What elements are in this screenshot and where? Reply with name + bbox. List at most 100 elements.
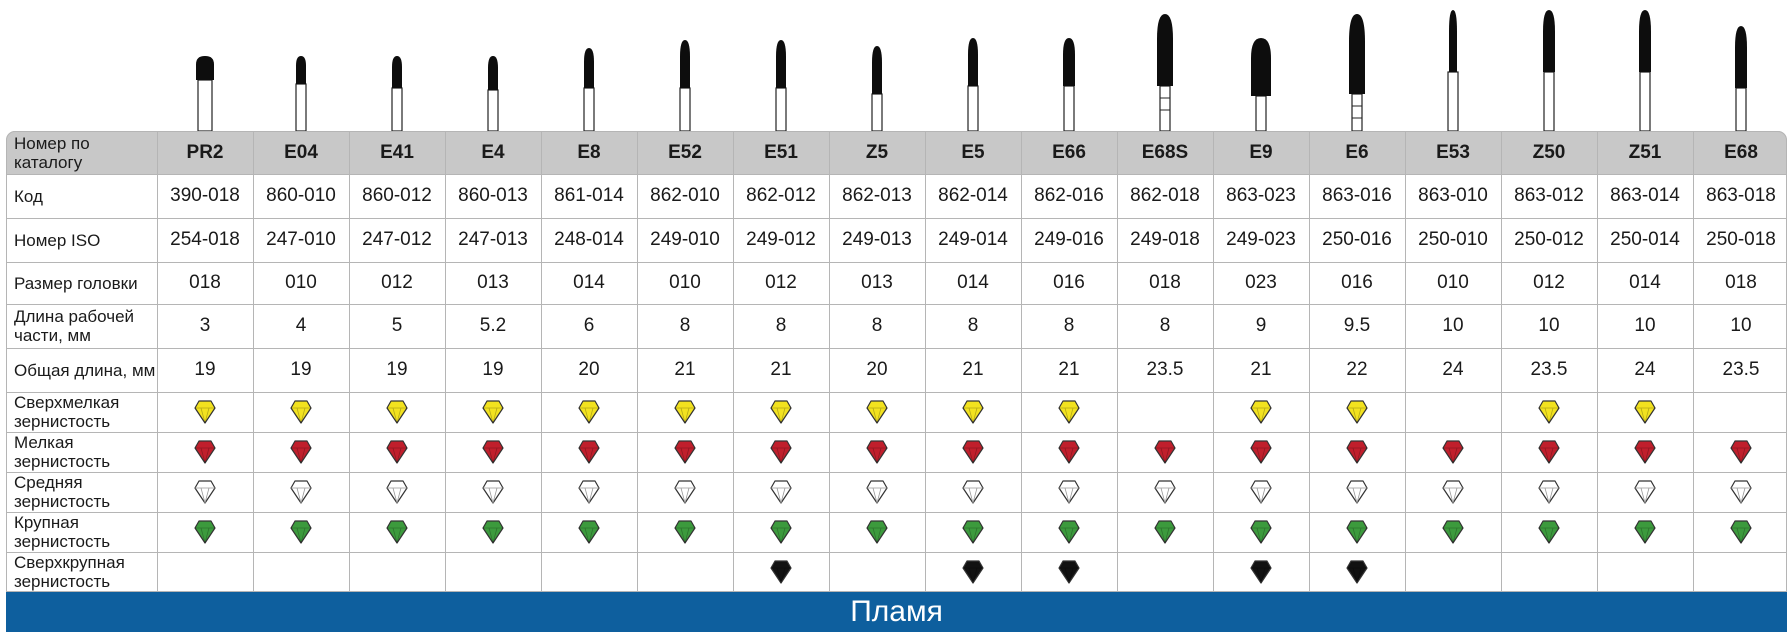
grit-diamond-icon — [287, 512, 315, 552]
bur-icon — [1639, 10, 1651, 132]
grit-diamond-icon — [1439, 432, 1467, 472]
table-cell: 010 — [669, 272, 701, 293]
grit-diamond-icon — [1535, 512, 1563, 552]
table-cell: 21 — [674, 359, 696, 380]
grit-label: Сверхкрупная зернистость — [14, 553, 125, 591]
grit-diamond-icon — [479, 472, 507, 512]
grit-diamond-icon — [863, 512, 891, 552]
grit-diamond-icon — [1727, 472, 1755, 512]
grit-diamond-icon — [1727, 432, 1755, 472]
grit-diamond-icon — [1055, 472, 1083, 512]
grit-diamond-icon — [1535, 432, 1563, 472]
table-cell: 21 — [770, 359, 792, 380]
grid-line — [157, 131, 158, 592]
bur-icon — [583, 48, 595, 132]
grid-line — [1693, 131, 1694, 592]
grit-diamond-icon — [191, 472, 219, 512]
grit-diamond-icon — [1631, 432, 1659, 472]
header-row: Номер по каталогу PR2 E04 E41 E4 E8 E52 E51 Z5 E5… — [6, 131, 1787, 174]
bur-icon — [391, 56, 403, 132]
table-cell: 863-010 — [1418, 185, 1488, 206]
grit-row: Средняя зернистость — [6, 472, 1787, 512]
table-cell: 016 — [1341, 272, 1373, 293]
table-cell: 23.5 — [1722, 359, 1760, 380]
table-cell: 010 — [1437, 272, 1469, 293]
grit-diamond-icon — [767, 392, 795, 432]
table-cell: 013 — [861, 272, 893, 293]
grit-diamond-icon — [191, 392, 219, 432]
column-header: E5 — [961, 141, 985, 163]
grit-diamond-icon — [191, 432, 219, 472]
table-cell: 249-018 — [1130, 229, 1200, 250]
grit-diamond-icon — [287, 392, 315, 432]
column-header: E41 — [380, 141, 414, 163]
grit-diamond-icon — [1343, 392, 1371, 432]
table-cell: 014 — [957, 272, 989, 293]
table-cell: 862-010 — [650, 185, 720, 206]
table-cell: 10 — [1538, 315, 1560, 336]
column-header: Z5 — [865, 141, 889, 163]
grid-line — [349, 131, 350, 592]
table-cell: 8 — [967, 315, 979, 336]
column-header: E52 — [668, 141, 702, 163]
grid-line — [6, 348, 1787, 349]
table-cell: 863-012 — [1514, 185, 1584, 206]
grid-line — [6, 262, 1787, 263]
footer-title: Пламя — [850, 595, 943, 628]
table-cell: 863-023 — [1226, 185, 1296, 206]
table-cell: 254-018 — [170, 229, 240, 250]
grit-diamond-icon — [671, 432, 699, 472]
grit-diamond-icon — [1055, 512, 1083, 552]
grit-diamond-icon — [479, 392, 507, 432]
grid-line — [6, 512, 1787, 513]
table-cell: 013 — [477, 272, 509, 293]
grit-diamond-icon — [671, 392, 699, 432]
grit-diamond-icon — [1535, 392, 1563, 432]
table-cell: 9 — [1255, 315, 1267, 336]
table-cell: 10 — [1442, 315, 1464, 336]
grid-line — [6, 432, 1787, 433]
table-row: Номер ISO 254-018 247-010 247-012 247-013 248… — [6, 218, 1787, 262]
grid-line — [829, 131, 830, 592]
grit-diamond-icon — [1343, 472, 1371, 512]
column-header: E68S — [1141, 141, 1189, 163]
table-cell: 4 — [295, 315, 307, 336]
table-cell: 21 — [1250, 359, 1272, 380]
table-cell: 012 — [765, 272, 797, 293]
grit-diamond-icon — [1727, 512, 1755, 552]
grit-diamond-icon — [767, 472, 795, 512]
grit-row: Крупная зернистость — [6, 512, 1787, 552]
table-cell: 250-012 — [1514, 229, 1584, 250]
grid-line — [1117, 131, 1118, 592]
column-header: E6 — [1345, 141, 1369, 163]
table-cell: 249-016 — [1034, 229, 1104, 250]
table-header-band — [6, 131, 1787, 174]
row-label: Номер ISO — [14, 230, 101, 250]
table-cell: 863-016 — [1322, 185, 1392, 206]
table-cell: 20 — [866, 359, 888, 380]
grit-row: Сверхкрупная зернистость — [6, 552, 1787, 592]
table-cell: 20 — [578, 359, 600, 380]
table-row: Размер головки 018 010 012 013 014 010 012 013 01… — [6, 262, 1787, 304]
grit-diamond-icon — [287, 432, 315, 472]
grit-diamond-icon — [959, 392, 987, 432]
grit-diamond-icon — [1439, 512, 1467, 552]
bur-icon — [1447, 10, 1459, 132]
table-cell: 862-013 — [842, 185, 912, 206]
grit-diamond-icon — [671, 512, 699, 552]
row-label: Длина рабочей части, мм — [14, 307, 135, 345]
grit-diamond-icon — [959, 552, 987, 592]
grit-row: Сверхмелкая зернистость — [6, 392, 1787, 432]
grit-diamond-icon — [383, 432, 411, 472]
table-cell: 6 — [583, 315, 595, 336]
grit-diamond-icon — [1151, 512, 1179, 552]
grid-line — [253, 131, 254, 592]
bur-icon — [487, 56, 499, 132]
bur-icon — [1157, 14, 1173, 132]
table-cell: 250-014 — [1610, 229, 1680, 250]
column-header: PR2 — [186, 141, 224, 163]
bur-icon — [295, 56, 307, 132]
grid-line — [733, 131, 734, 592]
grit-diamond-icon — [1055, 392, 1083, 432]
grid-line — [6, 304, 1787, 305]
